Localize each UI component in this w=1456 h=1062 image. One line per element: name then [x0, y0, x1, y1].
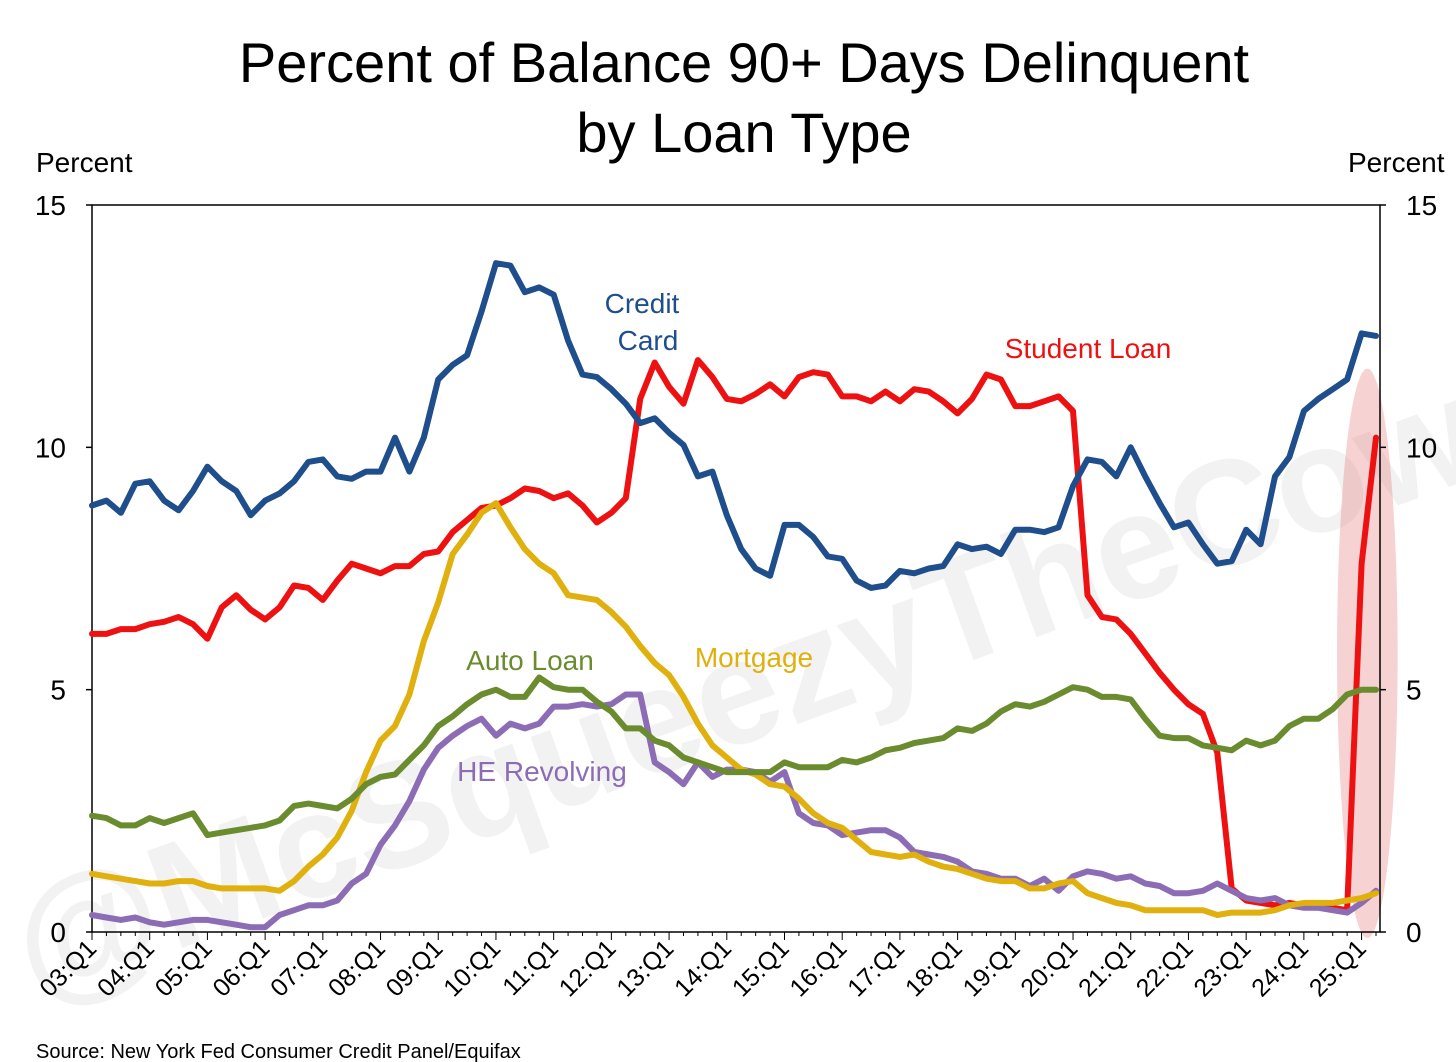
x-tick-label: 12:Q1: [554, 934, 622, 1002]
x-tick-label: 17:Q1: [842, 934, 910, 1002]
series-line-student-loan: [89, 357, 1379, 914]
watermark: @McSqueezyTheCow: [0, 345, 1456, 1032]
series-line-auto-loan: [89, 674, 1379, 839]
x-tick-label: 25:Q1: [1304, 934, 1372, 1002]
x-tick-label: 18:Q1: [900, 934, 968, 1002]
x-tick-label: 11:Q1: [497, 934, 564, 1001]
y-tick-left-label: 0: [50, 917, 66, 948]
y-tick-right-label: 10: [1406, 432, 1437, 463]
x-tick-label: 09:Q1: [381, 934, 449, 1002]
series-label-he-revolving: HE Revolving: [457, 756, 627, 787]
x-tick-label: 19:Q1: [958, 934, 1026, 1002]
series-label-credit-card: Card: [618, 325, 679, 356]
x-tick-label: 23:Q1: [1188, 934, 1256, 1002]
x-tick-label: 21:Q1: [1073, 934, 1141, 1002]
series-label-student-loan: Student Loan: [1005, 333, 1172, 364]
x-tick-label: 08:Q1: [323, 934, 391, 1002]
x-tick-label: 14:Q1: [669, 934, 737, 1002]
y-axis-left: 0 5 10 15: [35, 190, 92, 948]
highlight-ellipse: [1337, 368, 1398, 939]
x-tick-label: 15:Q1: [727, 934, 795, 1002]
y-tick-right-label: 5: [1406, 675, 1422, 706]
x-tick-label: 16:Q1: [784, 934, 852, 1002]
series-label-auto-loan: Auto Loan: [466, 645, 594, 676]
y-axis-right-label: Percent: [1348, 147, 1445, 178]
series-label-mortgage: Mortgage: [695, 642, 813, 673]
plot-frame: [91, 204, 1381, 933]
y-axis-left-label: Percent: [36, 147, 133, 178]
chart-title-line-1: Percent of Balance 90+ Days Delinquent: [239, 31, 1250, 94]
x-tick-label: 24:Q1: [1246, 934, 1314, 1002]
x-tick-label: 13:Q1: [611, 934, 679, 1002]
chart-title-line-2: by Loan Type: [576, 101, 911, 164]
series-line-credit-card: [89, 260, 1379, 591]
y-tick-left-label: 15: [35, 190, 66, 221]
y-tick-left-label: 5: [50, 675, 66, 706]
y-tick-right-label: 0: [1406, 917, 1422, 948]
series-lines: [89, 260, 1379, 931]
source-note: Source: New York Fed Consumer Credit Pan…: [36, 1041, 521, 1062]
x-tick-label: 10:Q1: [438, 934, 506, 1002]
series-labels: Credit Card Student Loan Mortgage Auto Loan H…: [457, 288, 1171, 787]
series-label-credit-card: Credit: [605, 288, 680, 319]
y-axis-right: 0 5 10 15: [1380, 190, 1437, 948]
y-tick-right-label: 15: [1406, 190, 1437, 221]
y-tick-left-label: 10: [35, 432, 66, 463]
series-line-mortgage: [89, 500, 1379, 918]
x-tick-label: 20:Q1: [1015, 934, 1083, 1002]
x-tick-label: 22:Q1: [1131, 934, 1199, 1002]
